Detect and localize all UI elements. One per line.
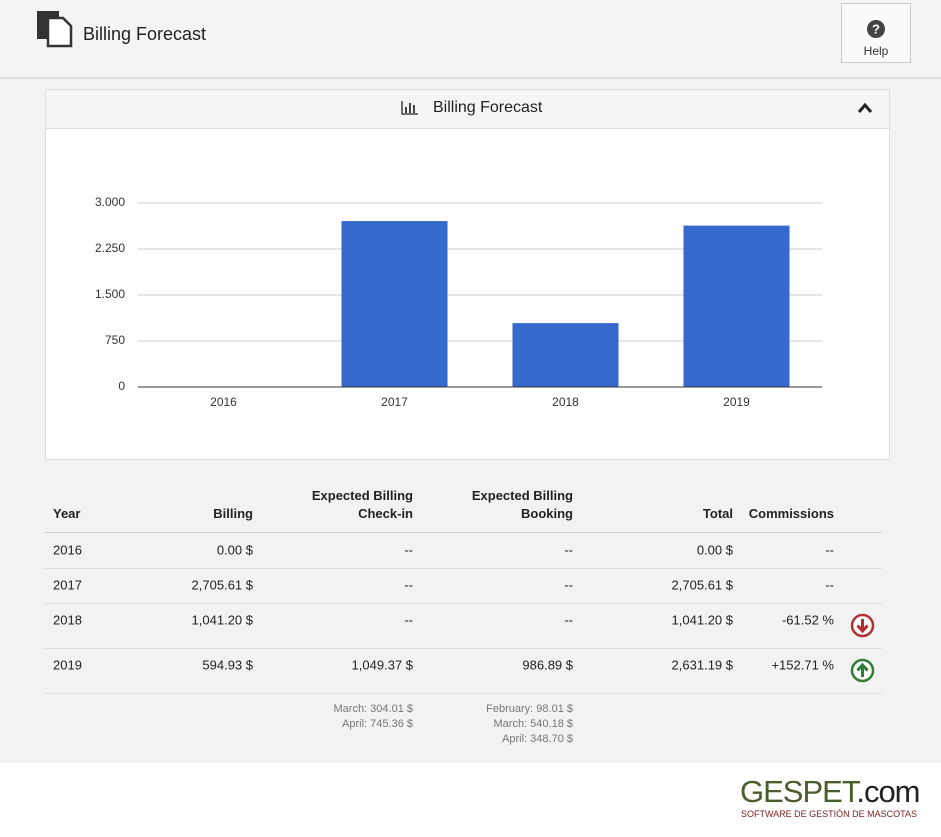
table-cell: 986.89 $ (522, 657, 573, 673)
help-label: Help (863, 44, 889, 58)
help-icon: ? (867, 20, 885, 38)
table-cell: 2,705.61 $ (191, 577, 253, 593)
bar (683, 225, 790, 387)
row-divider (45, 648, 882, 649)
column-header: Expected Billing Check-in (311, 488, 413, 521)
bar (512, 323, 619, 387)
panel-header (46, 90, 889, 129)
column-header: Billing (213, 506, 253, 521)
trend-up-icon (850, 658, 875, 683)
help-button[interactable]: ? Help (841, 3, 911, 63)
table-cell: -- (564, 542, 573, 558)
table-cell: 2,631.19 $ (671, 657, 733, 673)
y-tick-label: 0 (118, 379, 125, 393)
chart: 0 750 1.500 2.250 3.000 2016 2017 2018 2019 (95, 195, 822, 409)
table-cell: -- (404, 577, 413, 593)
x-tick-label: 2018 (552, 395, 579, 409)
panel-title: Billing Forecast (433, 99, 543, 116)
collapse-button[interactable] (857, 102, 873, 114)
month-note: March: 540.18 $ (493, 718, 574, 730)
x-tick-label: 2019 (723, 395, 750, 409)
column-header: Commissions (748, 506, 834, 521)
table-cell: +152.71 % (771, 657, 834, 673)
x-tick-label: 2017 (381, 395, 408, 409)
y-tick-label: 1.500 (95, 287, 125, 301)
page-title: Billing Forecast (83, 24, 207, 44)
column-header: Expected Billing Booking (471, 488, 573, 521)
trend-down-icon (850, 613, 875, 638)
table-cell: -- (564, 612, 573, 628)
table-cell: -- (825, 577, 834, 593)
chart-icon (401, 101, 418, 115)
page-icon (37, 11, 73, 48)
y-tick-label: 2.250 (95, 241, 125, 255)
table-cell: -- (404, 612, 413, 628)
table-cell: 1,049.37 $ (351, 657, 413, 673)
table-cell: 2017 (53, 577, 82, 593)
column-header: Year (53, 506, 81, 521)
table-cell: 2018 (53, 612, 82, 628)
table-cell: -61.52 % (781, 612, 834, 628)
logo: GESPET.com (740, 774, 921, 809)
header-divider (45, 532, 882, 533)
table-cell: 2019 (53, 657, 82, 673)
logo-tagline: SOFTWARE DE GESTIÓN DE MASCOTAS (741, 809, 918, 819)
row-divider (45, 568, 882, 569)
y-tick-label: 3.000 (95, 195, 125, 209)
month-note: March: 304.01 $ (333, 703, 414, 715)
table-cell: 1,041.20 $ (671, 612, 733, 628)
table-cell: 0.00 $ (216, 542, 253, 558)
table-cell: 2,705.61 $ (671, 577, 733, 593)
month-note: April: 745.36 $ (342, 718, 413, 730)
table-cell: -- (825, 542, 834, 558)
table-cell: 0.00 $ (696, 542, 733, 558)
table-cell: 1,041.20 $ (191, 612, 253, 628)
x-tick-label: 2016 (210, 395, 237, 409)
column-header: Total (702, 506, 733, 521)
logo-brand: GESPET (740, 774, 857, 809)
y-tick-label: 750 (105, 333, 125, 347)
logo-domain: .com (856, 774, 920, 809)
top-bar (0, 0, 941, 79)
svg-text:?: ? (872, 21, 880, 36)
table-cell: 594.93 $ (202, 657, 253, 673)
row-divider (45, 693, 882, 694)
table-cell: -- (404, 542, 413, 558)
month-note: April: 348.70 $ (502, 733, 573, 745)
table-cell: 2016 (53, 542, 82, 558)
table-cell: -- (564, 577, 573, 593)
row-divider (45, 603, 882, 604)
bar (341, 221, 448, 387)
month-note: February: 98.01 $ (486, 703, 573, 715)
